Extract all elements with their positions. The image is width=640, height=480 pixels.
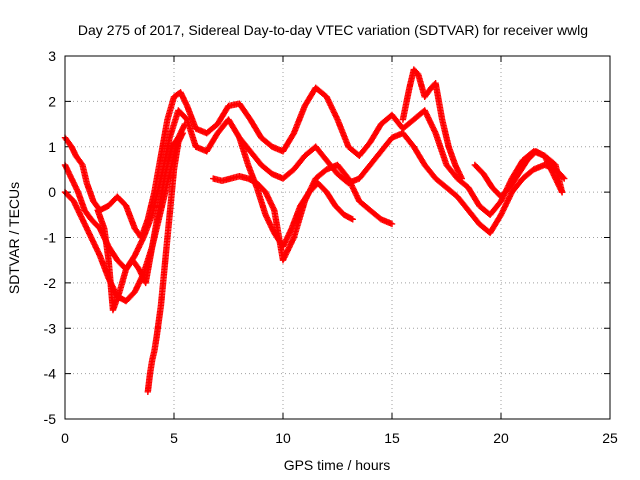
y-axis-label: SDTVAR / TECUs [6,182,22,294]
series-track-5 [144,129,186,395]
y-tick-label: -3 [44,320,57,336]
x-axis-label: GPS time / hours [284,457,391,473]
series-track-7 [236,134,356,250]
data-point [458,175,465,182]
y-tick-label: 3 [48,48,56,64]
plot-frame [64,55,611,420]
y-tick-label: 0 [48,184,56,200]
y-tick-label: -1 [44,230,57,246]
x-tick-label: 10 [275,430,291,446]
series-track-9 [471,148,566,200]
x-tick-label: 15 [384,430,400,446]
data-point [181,120,189,128]
y-tick-label: -4 [44,366,57,382]
data-point [349,216,356,223]
data-point [558,188,566,196]
data-point [179,129,186,137]
x-tick-label: 0 [61,430,69,446]
y-tick-label: -2 [44,275,57,291]
series-track-8 [399,66,465,182]
data-point [559,174,567,181]
grid [65,56,610,419]
x-tick-label: 25 [602,430,618,446]
data-point [388,220,396,228]
y-tick-label: 1 [48,139,56,155]
x-tick-label: 5 [170,430,178,446]
x-tick-label: 20 [493,430,509,446]
axis-ticks: 0 5 10 15 20 25 -5 -4 -3 -2 -1 0 1 2 3 [44,48,618,446]
data-point [561,175,568,182]
y-tick-label: -5 [44,411,57,427]
series-track-4 [94,134,182,314]
chart-title: Day 275 of 2017, Sidereal Day-to-day VTE… [78,22,588,38]
series-track-1 [61,84,566,241]
data-points [61,66,568,395]
y-tick-label: 2 [48,93,56,109]
series-track-6 [210,161,396,264]
